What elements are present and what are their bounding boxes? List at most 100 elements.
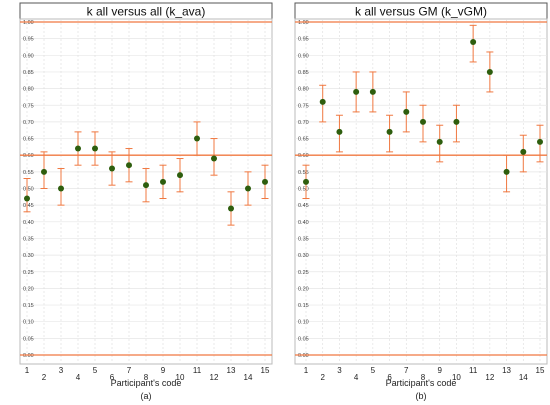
x-tick-label: 4	[354, 373, 359, 382]
reference-lines	[20, 21, 272, 356]
y-tick-label: 1.00	[298, 20, 309, 26]
data-point-group	[452, 104, 460, 143]
y-tick-label: 0.85	[23, 70, 34, 76]
data-point	[353, 88, 360, 95]
chart-panel-a: k all versus all (k_ava) 0.00 0.05 0.10 0.1…	[19, 2, 273, 401]
y-tick-label: 0.25	[23, 270, 34, 276]
x-tick-label: 9	[161, 366, 166, 375]
y-tick-label: 0.70	[298, 120, 309, 126]
data-point-group	[108, 151, 116, 186]
data-point-group	[469, 24, 477, 63]
data-point	[486, 68, 493, 75]
y-tick-label: 0.10	[298, 320, 309, 326]
data-point	[520, 148, 527, 155]
x-tick-label: 14	[519, 373, 528, 382]
data-point-group	[91, 131, 99, 166]
data-point-group	[503, 154, 511, 193]
data-point	[228, 205, 234, 212]
x-tick-label: 3	[337, 366, 342, 375]
data-point	[211, 155, 217, 162]
x-tick-label: 12	[210, 373, 219, 382]
y-tick-label: 0.30	[23, 253, 34, 259]
x-tick-label: 9	[437, 366, 442, 375]
data-point-group	[386, 114, 394, 153]
y-tick-label: 0.00	[298, 353, 309, 359]
y-tick-label: 0.65	[23, 137, 34, 143]
x-tick-label: 6	[387, 373, 392, 382]
data-point	[75, 145, 81, 152]
y-tick-label: 0.50	[23, 187, 34, 193]
y-axis-tick-labels: 0.00 0.05 0.10 0.15 0.20 0.25 0.30 0.35 0.40 0.45…	[23, 20, 34, 359]
x-tick-label: 15	[536, 366, 545, 375]
y-tick-label: 0.05	[23, 336, 34, 342]
data-point	[369, 88, 376, 95]
data-point-group	[419, 104, 427, 143]
y-tick-label: 0.05	[298, 336, 309, 342]
x-tick-label: 11	[193, 366, 202, 375]
y-tick-label: 1.00	[23, 20, 34, 26]
data-point	[126, 162, 132, 169]
x-tick-label: 2	[42, 373, 47, 382]
y-tick-label: 0.60	[23, 153, 34, 159]
data-point	[92, 145, 98, 152]
data-point-group	[176, 158, 184, 193]
data-point	[58, 185, 64, 192]
y-tick-label: 0.15	[298, 303, 309, 309]
y-tick-label: 0.10	[23, 320, 34, 326]
data-point	[109, 165, 115, 172]
x-tick-label: 7	[404, 366, 409, 375]
data-point-group	[74, 131, 82, 166]
x-tick-label: 3	[59, 366, 64, 375]
y-tick-label: 0.70	[23, 120, 34, 126]
chart-title: k all versus all (k_ava)	[87, 5, 206, 19]
y-tick-label: 0.20	[298, 286, 309, 292]
chart-title: k all versus GM (k_vGM)	[355, 5, 487, 19]
y-tick-label: 0.30	[298, 253, 309, 259]
y-tick-label: 0.20	[23, 286, 34, 292]
y-tick-label: 0.90	[298, 53, 309, 59]
y-tick-label: 0.45	[298, 203, 309, 209]
data-point	[262, 178, 268, 185]
x-tick-label: 6	[110, 373, 115, 382]
y-tick-label: 0.00	[23, 353, 34, 359]
data-point-group	[40, 151, 48, 189]
data-point	[177, 172, 183, 179]
data-point	[319, 98, 326, 105]
data-point-group	[142, 168, 150, 203]
data-point-group	[319, 84, 327, 123]
data-point-group	[369, 71, 377, 113]
data-point-group	[486, 51, 494, 93]
data-point-group	[57, 168, 65, 206]
x-tick-label: 1	[25, 366, 30, 375]
data-point	[194, 135, 200, 142]
y-tick-label: 0.80	[298, 87, 309, 93]
x-tick-label: 10	[176, 373, 185, 382]
y-tick-label: 0.95	[298, 37, 309, 43]
data-point	[386, 128, 393, 135]
data-point	[453, 118, 460, 125]
chart-panel-b: k all versus GM (k_vGM) 0.00 0.05 0.10 0.15…	[294, 2, 548, 401]
y-tick-label: 0.40	[298, 220, 309, 226]
data-point	[24, 195, 30, 202]
x-tick-label: 5	[93, 366, 98, 375]
x-axis-label: Participant's code	[111, 378, 182, 388]
x-tick-label: 10	[452, 373, 461, 382]
x-tick-label: 15	[261, 366, 270, 375]
data-point-group	[193, 121, 201, 156]
data-point	[143, 182, 149, 189]
data-point-group	[210, 138, 218, 176]
x-tick-label: 8	[421, 373, 426, 382]
data-point-group	[352, 71, 360, 113]
y-tick-label: 0.95	[23, 37, 34, 43]
data-point-group	[261, 164, 269, 199]
data-point-group	[302, 164, 310, 199]
y-tick-label: 0.55	[23, 170, 34, 176]
y-tick-label: 0.45	[23, 203, 34, 209]
y-axis-tick-labels: 0.00 0.05 0.10 0.15 0.20 0.25 0.30 0.35 0.40 0.45…	[298, 20, 309, 359]
y-tick-label: 0.60	[298, 153, 309, 159]
data-point	[303, 178, 309, 185]
data-point-group	[436, 124, 444, 163]
x-axis-label: Participant's code	[386, 378, 457, 388]
